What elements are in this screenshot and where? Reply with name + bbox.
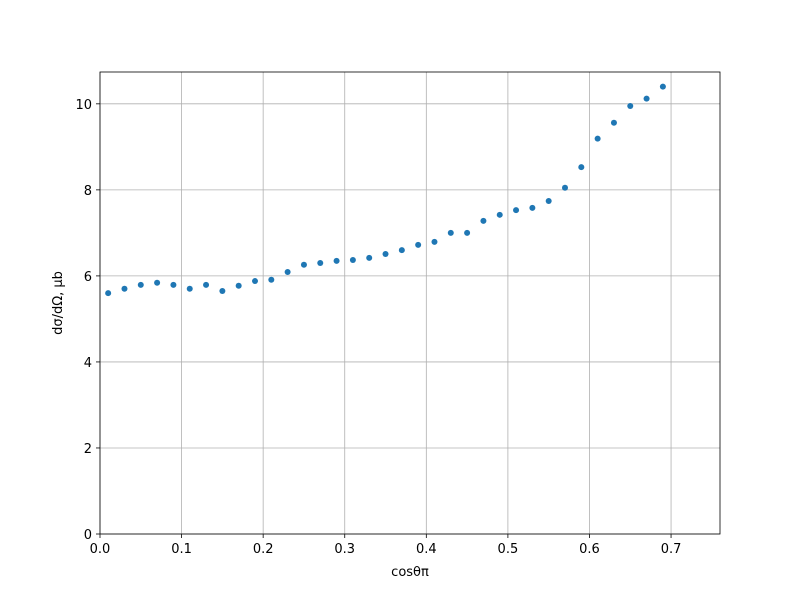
x-tick-label: 0.4 — [416, 542, 437, 557]
point — [268, 276, 275, 283]
point — [317, 259, 324, 266]
plot-frame — [99, 71, 721, 535]
point — [480, 217, 487, 224]
point — [300, 261, 307, 268]
point — [203, 281, 210, 288]
x-axis-label: cosθπ — [391, 565, 429, 580]
y-tick-label: 6 — [84, 270, 92, 285]
point — [464, 229, 471, 236]
point — [513, 207, 520, 214]
x-tick-label: 0.1 — [171, 542, 192, 557]
point — [382, 250, 389, 257]
x-tick-label: 0.7 — [661, 542, 682, 557]
x-tick-label: 0.2 — [253, 542, 274, 557]
point — [154, 279, 161, 286]
y-tick-label: 2 — [84, 442, 92, 457]
point — [137, 281, 144, 288]
point — [610, 119, 617, 126]
point — [170, 281, 177, 288]
point — [643, 95, 650, 102]
point — [284, 269, 291, 276]
point — [627, 102, 634, 109]
point — [235, 282, 242, 289]
x-tick-label: 0.0 — [90, 542, 111, 557]
point — [333, 257, 340, 264]
point — [529, 204, 536, 211]
y-axis-label: dσ/dΩ, μb — [51, 271, 66, 335]
point — [545, 198, 552, 205]
point — [578, 164, 585, 171]
point — [594, 135, 601, 142]
point — [562, 184, 568, 191]
point — [447, 229, 454, 236]
point — [431, 238, 438, 245]
point — [496, 211, 503, 218]
y-tick-label: 10 — [75, 98, 92, 113]
y-tick-label: 0 — [84, 528, 92, 543]
point — [219, 287, 226, 294]
point — [398, 247, 405, 254]
point — [121, 285, 128, 292]
point — [349, 256, 356, 263]
x-tick-label: 0.5 — [498, 542, 519, 557]
point — [252, 278, 258, 285]
point — [415, 241, 422, 248]
point — [366, 254, 373, 261]
point — [105, 290, 112, 297]
point — [186, 285, 193, 292]
x-tick-label: 0.6 — [579, 542, 600, 557]
x-tick-label: 0.3 — [334, 542, 355, 557]
point — [659, 83, 666, 90]
y-tick-label: 8 — [84, 184, 92, 199]
y-tick-label: 4 — [84, 356, 92, 371]
